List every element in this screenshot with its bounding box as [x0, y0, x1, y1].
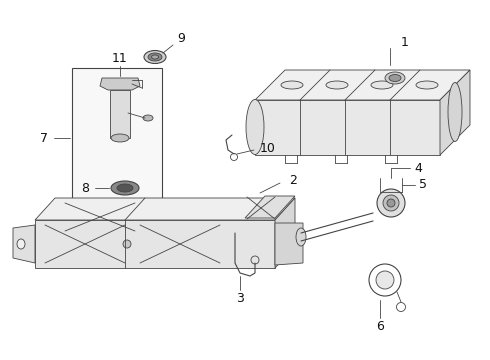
Ellipse shape: [389, 75, 401, 81]
Text: 6: 6: [376, 320, 384, 333]
Ellipse shape: [383, 195, 399, 211]
Text: 9: 9: [177, 32, 185, 45]
Ellipse shape: [376, 271, 394, 289]
Text: 4: 4: [414, 162, 422, 175]
Ellipse shape: [377, 189, 405, 217]
Ellipse shape: [17, 239, 25, 249]
Text: 8: 8: [81, 181, 89, 194]
Ellipse shape: [111, 134, 129, 142]
Polygon shape: [35, 220, 275, 268]
Polygon shape: [100, 78, 140, 90]
Ellipse shape: [326, 81, 348, 89]
Text: 10: 10: [260, 141, 276, 154]
Polygon shape: [13, 225, 35, 263]
Text: 11: 11: [112, 51, 128, 64]
Ellipse shape: [143, 115, 153, 121]
Text: 7: 7: [40, 131, 48, 144]
Bar: [72, 68, 162, 208]
Ellipse shape: [448, 82, 462, 141]
Polygon shape: [255, 100, 440, 155]
Polygon shape: [275, 223, 303, 265]
Ellipse shape: [144, 50, 166, 63]
Ellipse shape: [387, 199, 395, 207]
Polygon shape: [110, 90, 130, 138]
Ellipse shape: [151, 55, 158, 59]
Polygon shape: [245, 196, 295, 218]
Polygon shape: [275, 198, 295, 268]
Ellipse shape: [111, 181, 139, 195]
Text: 5: 5: [419, 179, 427, 192]
Polygon shape: [440, 70, 470, 155]
Ellipse shape: [416, 81, 438, 89]
Polygon shape: [255, 70, 470, 100]
Ellipse shape: [123, 240, 131, 248]
Text: 2: 2: [289, 174, 297, 186]
Ellipse shape: [246, 99, 264, 154]
Ellipse shape: [385, 72, 405, 84]
Text: 1: 1: [401, 36, 409, 49]
Ellipse shape: [371, 81, 393, 89]
Polygon shape: [35, 198, 295, 220]
Ellipse shape: [296, 228, 306, 246]
Text: 3: 3: [236, 292, 244, 305]
Ellipse shape: [148, 53, 162, 61]
Ellipse shape: [281, 81, 303, 89]
Ellipse shape: [117, 184, 133, 192]
